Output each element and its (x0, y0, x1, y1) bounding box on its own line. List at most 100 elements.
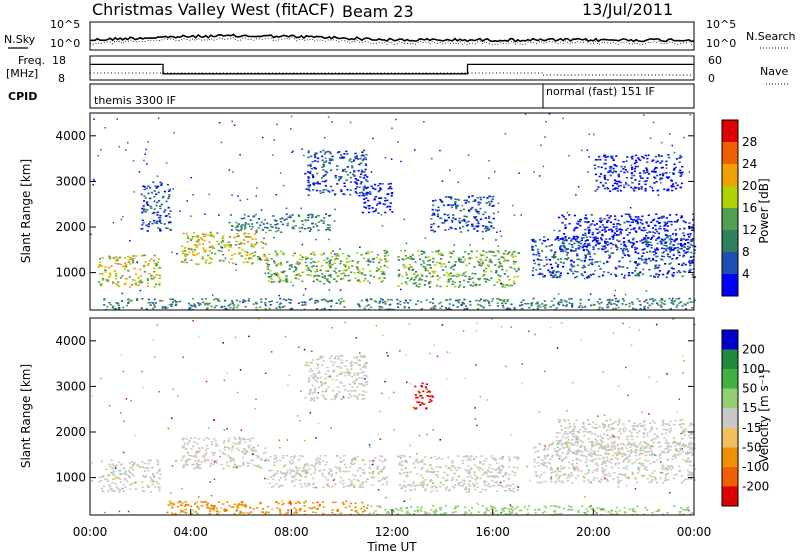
echo-cell (594, 167, 597, 170)
echo-cell (565, 443, 568, 445)
echo-cell (342, 272, 345, 275)
echo-cell (674, 247, 677, 249)
echo-cell (583, 454, 586, 457)
echo-cell (227, 437, 231, 440)
echo-cell (418, 283, 421, 285)
echo-cell (383, 466, 386, 469)
echo-cell (217, 298, 220, 300)
echo-cell (418, 286, 421, 288)
echo-cell (260, 209, 263, 211)
echo-cell (301, 148, 303, 150)
echo-cell (252, 437, 255, 440)
echo-cell (501, 455, 504, 458)
echo-cell (412, 258, 415, 260)
echo-cell (418, 461, 421, 464)
echo-cell (659, 304, 662, 307)
echo-cell (435, 458, 438, 460)
echo-cell (634, 429, 637, 431)
echo-cell (197, 252, 200, 255)
echo-cell (603, 187, 606, 190)
echo-cell (238, 300, 241, 303)
echo-cell (318, 470, 321, 472)
echo-cell (461, 274, 464, 277)
echo-cell (249, 225, 251, 228)
echo-cell (547, 461, 550, 464)
echo-cell (638, 443, 641, 445)
echo-cell (311, 222, 314, 225)
echo-cell (187, 302, 190, 305)
echo-cell (639, 447, 642, 449)
echo-cell (450, 479, 453, 481)
echo-cell (343, 193, 346, 196)
echo-cell (232, 308, 235, 310)
echo-cell (488, 463, 491, 466)
echo-cell (410, 277, 413, 279)
echo-cell (632, 307, 635, 310)
echo-cell (329, 275, 332, 277)
echo-cell (660, 215, 663, 218)
echo-cell (124, 470, 127, 473)
echo-cell (239, 225, 242, 228)
echo-cell (457, 482, 460, 484)
echo-cell (302, 467, 305, 469)
echo-cell (378, 308, 381, 311)
echo-cell (330, 169, 333, 172)
echo-cell (610, 273, 613, 276)
echo-cell (511, 251, 514, 254)
echo-cell (602, 460, 606, 462)
echo-cell (502, 306, 505, 309)
echo-cell (352, 457, 355, 460)
echo-cell (569, 268, 572, 271)
echo-cell (599, 158, 602, 161)
echo-cell (479, 198, 482, 201)
echo-cell (651, 479, 654, 481)
echo-cell (191, 464, 194, 466)
echo-cell (687, 245, 690, 248)
echo-cell (285, 275, 288, 277)
echo-cell (420, 253, 423, 255)
echo-cell (634, 165, 637, 168)
echo-cell (301, 280, 304, 283)
echo-cell (255, 302, 258, 305)
echo-cell (376, 468, 379, 470)
echo-cell (410, 257, 413, 259)
echo-cell (366, 180, 369, 183)
echo-cell (533, 447, 536, 449)
echo-cell (567, 248, 570, 250)
echo-cell (479, 298, 483, 301)
echo-cell (142, 205, 145, 207)
echo-cell (683, 243, 686, 245)
echo-cell (257, 464, 260, 467)
echo-cell (677, 251, 680, 254)
echo-cell (143, 195, 146, 197)
echo-cell (655, 273, 658, 275)
echo-cell (167, 213, 171, 215)
echo-cell (513, 306, 516, 309)
echo-cell (470, 468, 473, 471)
echo-cell (606, 480, 609, 483)
echo-cell (294, 269, 297, 271)
echo-cell (602, 155, 606, 157)
echo-cell (397, 269, 400, 271)
echo-cell (185, 261, 188, 264)
echo-cell (356, 251, 359, 254)
echo-cell (655, 260, 658, 262)
echo-cell (495, 270, 498, 272)
echo-cell (653, 267, 657, 270)
date-title: 13/Jul/2011 (582, 0, 673, 19)
echo-cell (363, 185, 366, 187)
echo-cell (689, 114, 692, 116)
echo-cell (620, 243, 623, 246)
echo-cell (506, 307, 509, 309)
echo-cell (633, 445, 636, 448)
echo-cell (147, 185, 150, 188)
echo-cell (510, 255, 513, 257)
echo-cell (268, 229, 271, 232)
echo-cell (92, 184, 94, 186)
echo-cell (594, 236, 597, 239)
echo-cell (675, 238, 678, 240)
echo-cell (367, 211, 371, 214)
echo-cell (291, 254, 295, 257)
echo-cell (248, 444, 252, 447)
echo-cell (643, 300, 646, 303)
